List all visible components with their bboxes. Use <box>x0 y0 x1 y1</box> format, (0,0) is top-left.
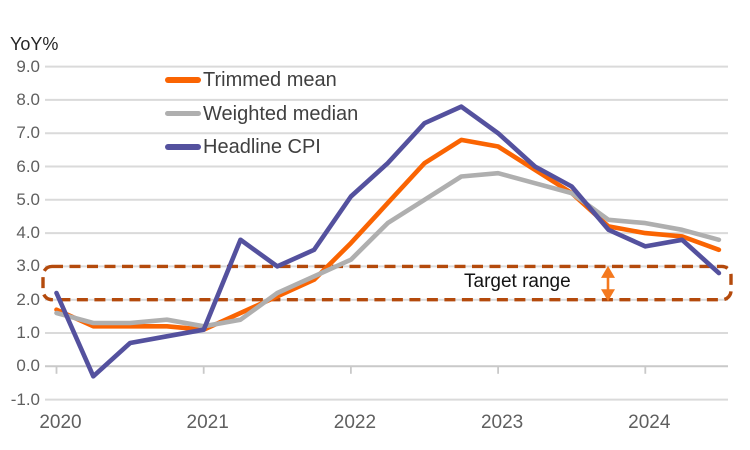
y-tick-label: 4.0 <box>16 223 40 243</box>
legend-swatch-headline-cpi <box>165 144 201 150</box>
x-tick-label: 2022 <box>333 412 377 433</box>
series-line-1 <box>54 170 722 329</box>
arrow-head-up-icon <box>601 265 615 278</box>
arrow-head-down-icon <box>601 289 615 302</box>
series-line-2 <box>54 104 722 379</box>
y-tick-label: 3.0 <box>16 256 40 276</box>
x-tick-label: 2021 <box>186 412 229 433</box>
y-tick-label: 9.0 <box>16 56 40 76</box>
y-axis-title: YoY% <box>10 34 59 54</box>
x-tick-label: 2023 <box>480 412 524 433</box>
y-tick-label: 1.0 <box>16 323 40 342</box>
legend-label-weighted-median: Weighted median <box>203 102 359 125</box>
y-tick-label: 8.0 <box>16 89 40 109</box>
legend-swatch-weighted-median <box>165 110 201 117</box>
legend-item-headline-cpi: Headline CPI <box>165 135 358 159</box>
legend-swatch-trimmed-mean <box>165 77 201 83</box>
x-tick-label: 2024 <box>628 412 671 433</box>
y-tick-label: 6.0 <box>16 156 40 176</box>
legend: Trimmed mean Weighted median Headline CP… <box>165 68 358 159</box>
legend-item-weighted-median: Weighted median <box>165 102 358 126</box>
y-tick-label: 0.0 <box>16 356 40 376</box>
legend-label-trimmed-mean: Trimmed mean <box>203 69 337 91</box>
legend-label-headline-cpi: Headline CPI <box>203 136 321 158</box>
target-range-label: Target range <box>464 271 571 292</box>
legend-item-trimmed-mean: Trimmed mean <box>165 68 358 92</box>
y-tick-label: -1.0 <box>10 389 40 409</box>
y-tick-label: 7.0 <box>16 123 40 143</box>
y-tick-label: 2.0 <box>16 289 40 309</box>
y-tick-label: 5.0 <box>16 189 40 209</box>
x-tick-label: 2020 <box>39 412 82 433</box>
target-range-band <box>41 264 733 302</box>
